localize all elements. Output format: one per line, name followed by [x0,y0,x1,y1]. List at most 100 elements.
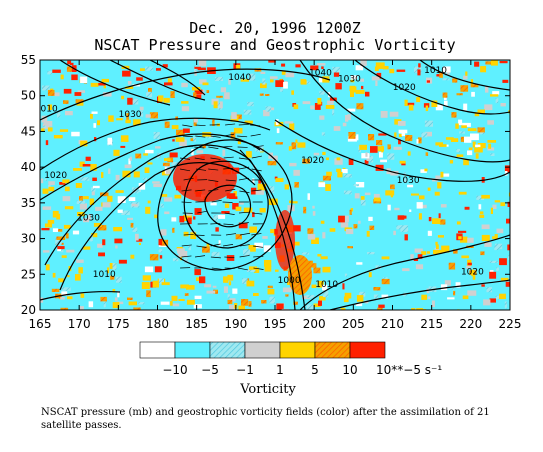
vorticity-cell [481,194,490,199]
vorticity-cell [389,68,395,74]
vorticity-cell [438,213,441,219]
vorticity-cell [413,259,419,261]
vorticity-cell [108,115,114,122]
vorticity-cell [436,244,439,250]
wind-vector [194,234,205,236]
vorticity-cell [243,207,253,213]
vorticity-cell [426,80,430,83]
vorticity-cell [440,171,444,178]
vorticity-cell [186,285,195,290]
vorticity-cell [344,273,348,277]
wind-vector [179,157,191,160]
wind-vector [239,190,250,194]
vorticity-cell [228,304,237,310]
vorticity-cell [76,200,86,204]
vorticity-cell [411,193,419,196]
vorticity-cell [187,217,192,225]
vorticity-cell [470,133,479,141]
vorticity-cell [230,132,236,139]
vorticity-cell [55,238,62,245]
vorticity-cell [249,226,257,233]
vorticity-cell [129,156,132,161]
vorticity-cell [158,249,163,253]
x-axis: 165 170 175 180 185 190 195 200 205 210 215 220 225 [29,60,521,331]
vorticity-cell [293,301,298,305]
vorticity-cell [143,153,148,156]
vorticity-cell [215,76,223,81]
vorticity-cell [213,214,219,221]
vorticity-cell [288,146,292,151]
vorticity-cell [56,213,61,220]
vorticity-cell [410,254,414,260]
vorticity-cell [240,79,249,82]
x-tick-label: 195 [264,317,287,331]
vorticity-cell [80,306,84,310]
vorticity-cell [264,265,272,272]
vorticity-cell [425,105,429,112]
vorticity-cell [407,151,411,156]
vorticity-cell [188,245,191,251]
vorticity-cell [474,61,480,67]
vorticity-cell [310,65,319,71]
vorticity-cell [427,187,431,191]
vorticity-cell [364,159,369,164]
vorticity-cell [141,282,150,289]
vorticity-cell [193,119,197,127]
vorticity-cell [455,123,459,129]
vorticity-cell [160,229,167,236]
vorticity-cell [428,217,432,222]
vorticity-cell [107,137,112,145]
vorticity-cell [297,142,306,148]
vorticity-cell [301,295,311,300]
vorticity-cell [231,112,237,120]
vorticity-cell [121,95,125,100]
vorticity-cell [149,112,158,119]
vorticity-cell [379,151,383,158]
vorticity-cell [322,290,329,298]
wind-vector [181,255,192,258]
vorticity-cell [160,301,170,305]
contour-label: 1020 [393,83,416,93]
vorticity-cell [281,308,290,310]
vorticity-cell [471,91,475,97]
wind-vector [210,157,221,160]
vorticity-cell [373,287,381,291]
vorticity-cell [451,112,457,118]
vorticity-cell [117,196,126,203]
vorticity-cell [190,232,197,239]
vorticity-cell [396,225,403,230]
vorticity-cell [373,294,379,299]
wind-vector [224,133,235,137]
vorticity-cell [238,305,245,310]
vorticity-cell [244,120,253,124]
contour-label: 1010 [424,66,447,76]
vorticity-cell [264,260,272,267]
vorticity-cell [507,201,510,207]
vorticity-cell [483,299,491,306]
vorticity-cell [281,70,286,75]
vorticity-cell [112,289,116,293]
wind-vector [251,233,262,236]
colorbar: −10 −5 −1 1 5 10 [139,341,386,377]
vorticity-cell [60,307,69,310]
vorticity-cell [59,182,66,185]
vorticity-cell [499,258,507,266]
vorticity-cell [471,269,475,277]
vorticity-cell [353,224,358,229]
vorticity-cell [235,234,242,240]
vorticity-cell [326,157,329,161]
contour-label: 1010 [93,270,116,280]
vorticity-cell [171,217,177,222]
vorticity-cell [365,91,370,97]
vorticity-cell [418,63,421,68]
vorticity-cell [365,152,368,157]
vorticity-cell [44,178,47,181]
vorticity-cell [146,290,151,298]
y-tick-label: 20 [21,303,36,317]
vorticity-cell [322,76,330,83]
vorticity-cell [218,240,221,246]
vorticity-cell [374,66,379,71]
wind-vector [223,156,234,159]
vorticity-cell [238,222,248,229]
